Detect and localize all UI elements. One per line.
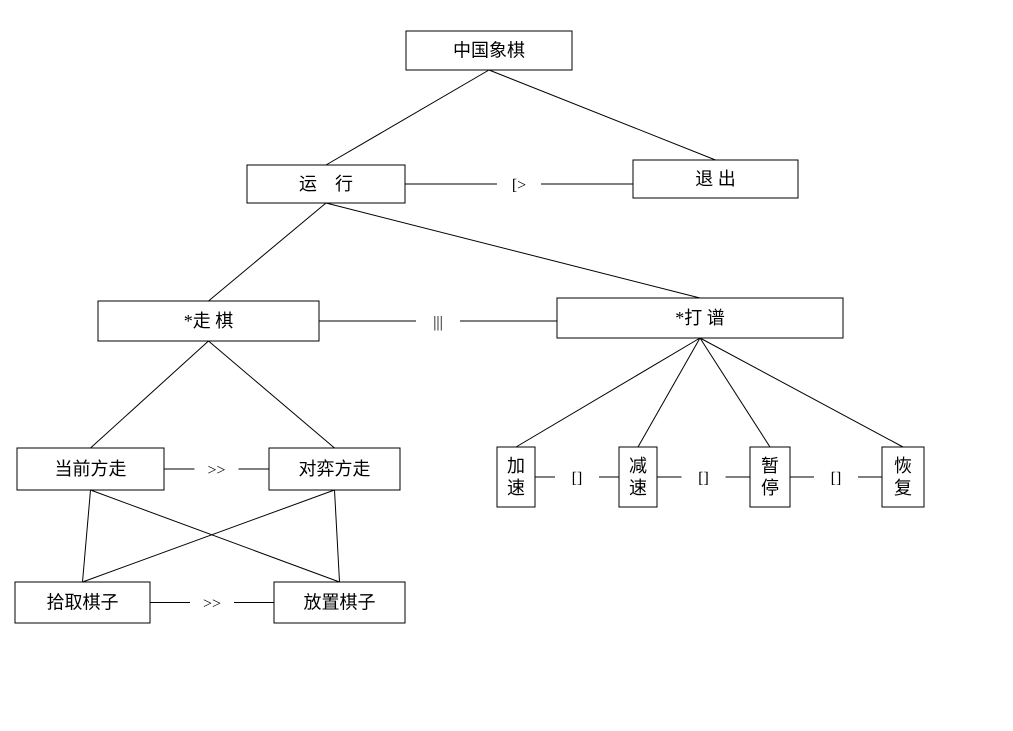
node-label: 加 [507,456,525,476]
edge [700,338,770,447]
connector-label: [] [831,470,842,487]
node-place: 放置棋子 [274,582,405,623]
connector-label: ||| [433,314,443,331]
node-label: 拾取棋子 [47,593,119,613]
connector-label: [] [572,470,583,487]
node-pause: 暂停 [750,447,790,507]
node-label: 复 [894,478,912,498]
node-label: 放置棋子 [304,593,376,613]
node-root: 中国象棋 [406,31,572,70]
node-label: 中国象棋 [453,41,525,61]
node-label: 恢 [894,456,912,476]
node-slowdown: 减速 [619,447,657,507]
node-replay: *打 谱 [557,298,843,338]
node-label: 退 出 [695,169,736,189]
edge [700,338,903,447]
edge [638,338,700,447]
node-label: *走 棋 [184,311,234,331]
node-label: 当前方走 [55,459,127,479]
node-label: *打 谱 [675,308,725,328]
node-resume: 恢复 [882,447,924,507]
edge [335,490,340,582]
node-exit: 退 出 [633,160,798,198]
edge [83,490,91,582]
node-label: 暂 [761,456,779,476]
node-run: 运 行 [247,165,405,203]
edge [83,490,335,582]
connector-label: >> [203,596,221,613]
node-play: *走 棋 [98,301,319,341]
node-oppmove: 对弈方走 [269,448,400,490]
node-curmove: 当前方走 [17,448,164,490]
edge [91,341,209,448]
edge [326,70,489,165]
edge [326,203,700,298]
node-label: 速 [629,478,647,498]
hierarchy-diagram: [> ||| >> >> [] [] [] 中国象棋运 行 退 出 *走 棋 *打 谱当前方走 对弈方… [0,0,1013,726]
edge [209,203,327,301]
node-label: 速 [507,478,525,498]
edge [209,341,335,448]
connector-label: [> [512,177,526,194]
edge [91,490,340,582]
node-label: 对弈方走 [299,459,371,479]
node-label: 停 [761,478,779,498]
connector-label: >> [207,462,225,479]
connector-label: [] [698,470,709,487]
node-label: 运 行 [299,174,353,194]
edge [516,338,700,447]
node-speedup: 加速 [497,447,535,507]
edge [489,70,716,160]
node-label: 减 [629,456,647,476]
node-pickup: 拾取棋子 [15,582,150,623]
